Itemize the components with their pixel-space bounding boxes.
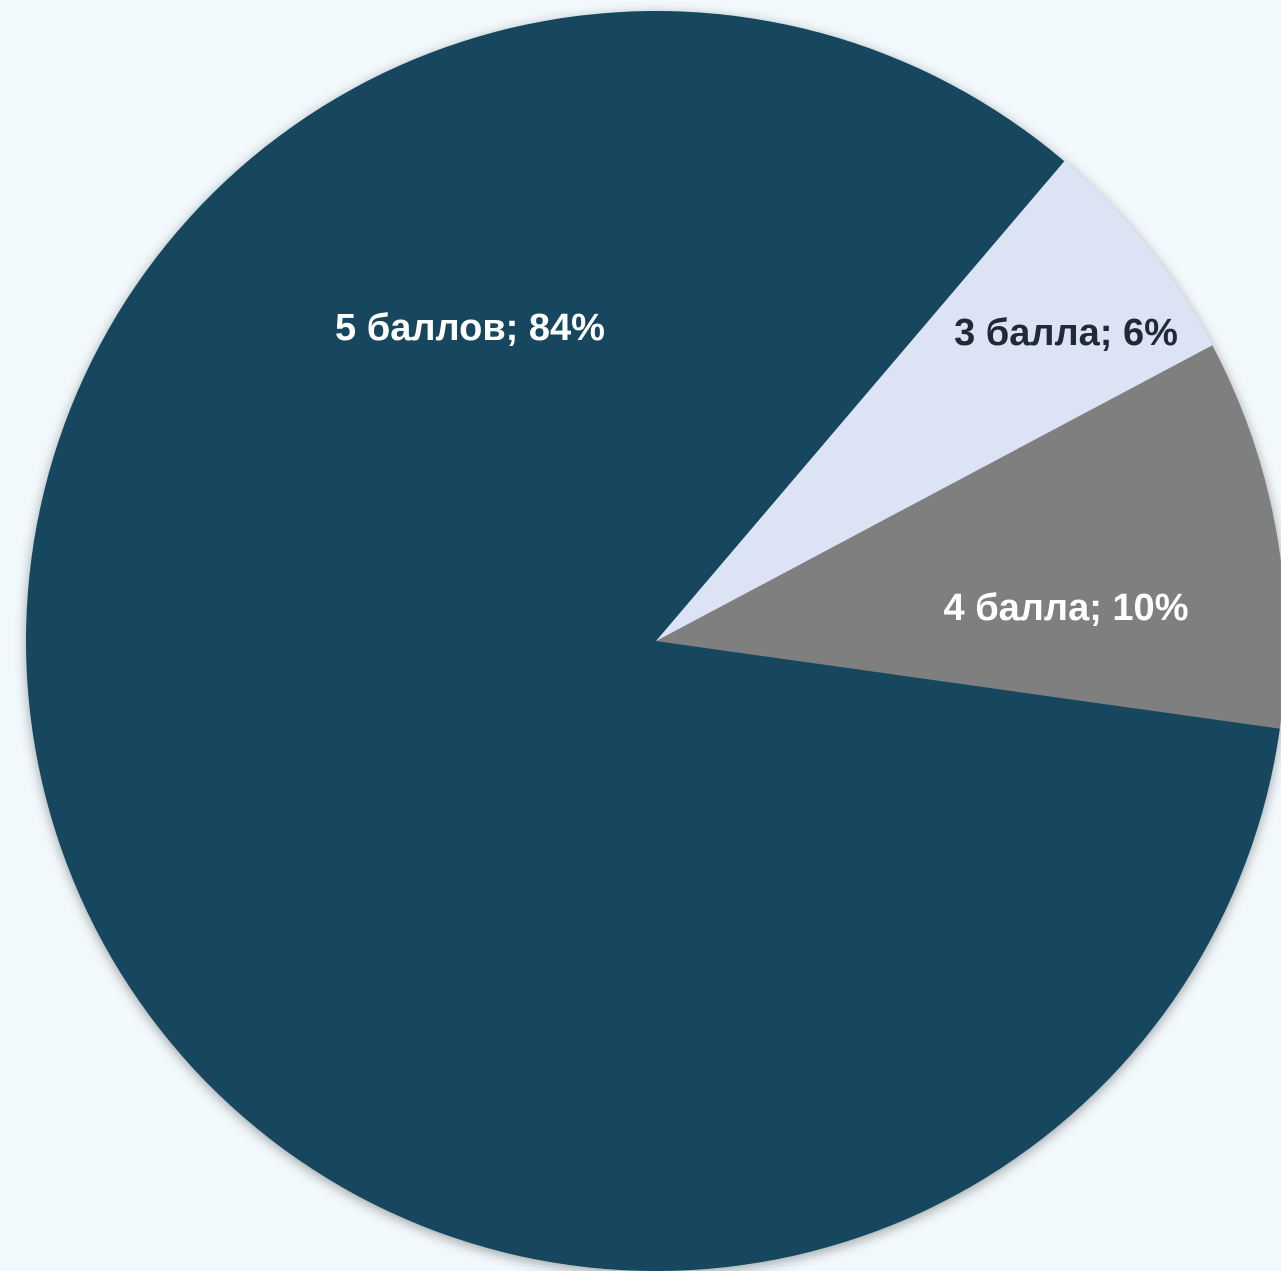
pie-slice-3 — [656, 345, 1281, 729]
pie-slices — [26, 11, 1281, 1271]
pie-slice-1 — [26, 11, 1280, 1271]
pie-data-labels: 5 баллов; 84% 3 балла; 6% 4 балла; 10% — [335, 307, 1188, 629]
data-label-2: 3 балла; 6% — [954, 312, 1178, 354]
data-label-1: 5 баллов; 84% — [335, 307, 605, 349]
data-label-3: 4 балла; 10% — [944, 587, 1189, 629]
pie-slice-2 — [656, 161, 1213, 641]
